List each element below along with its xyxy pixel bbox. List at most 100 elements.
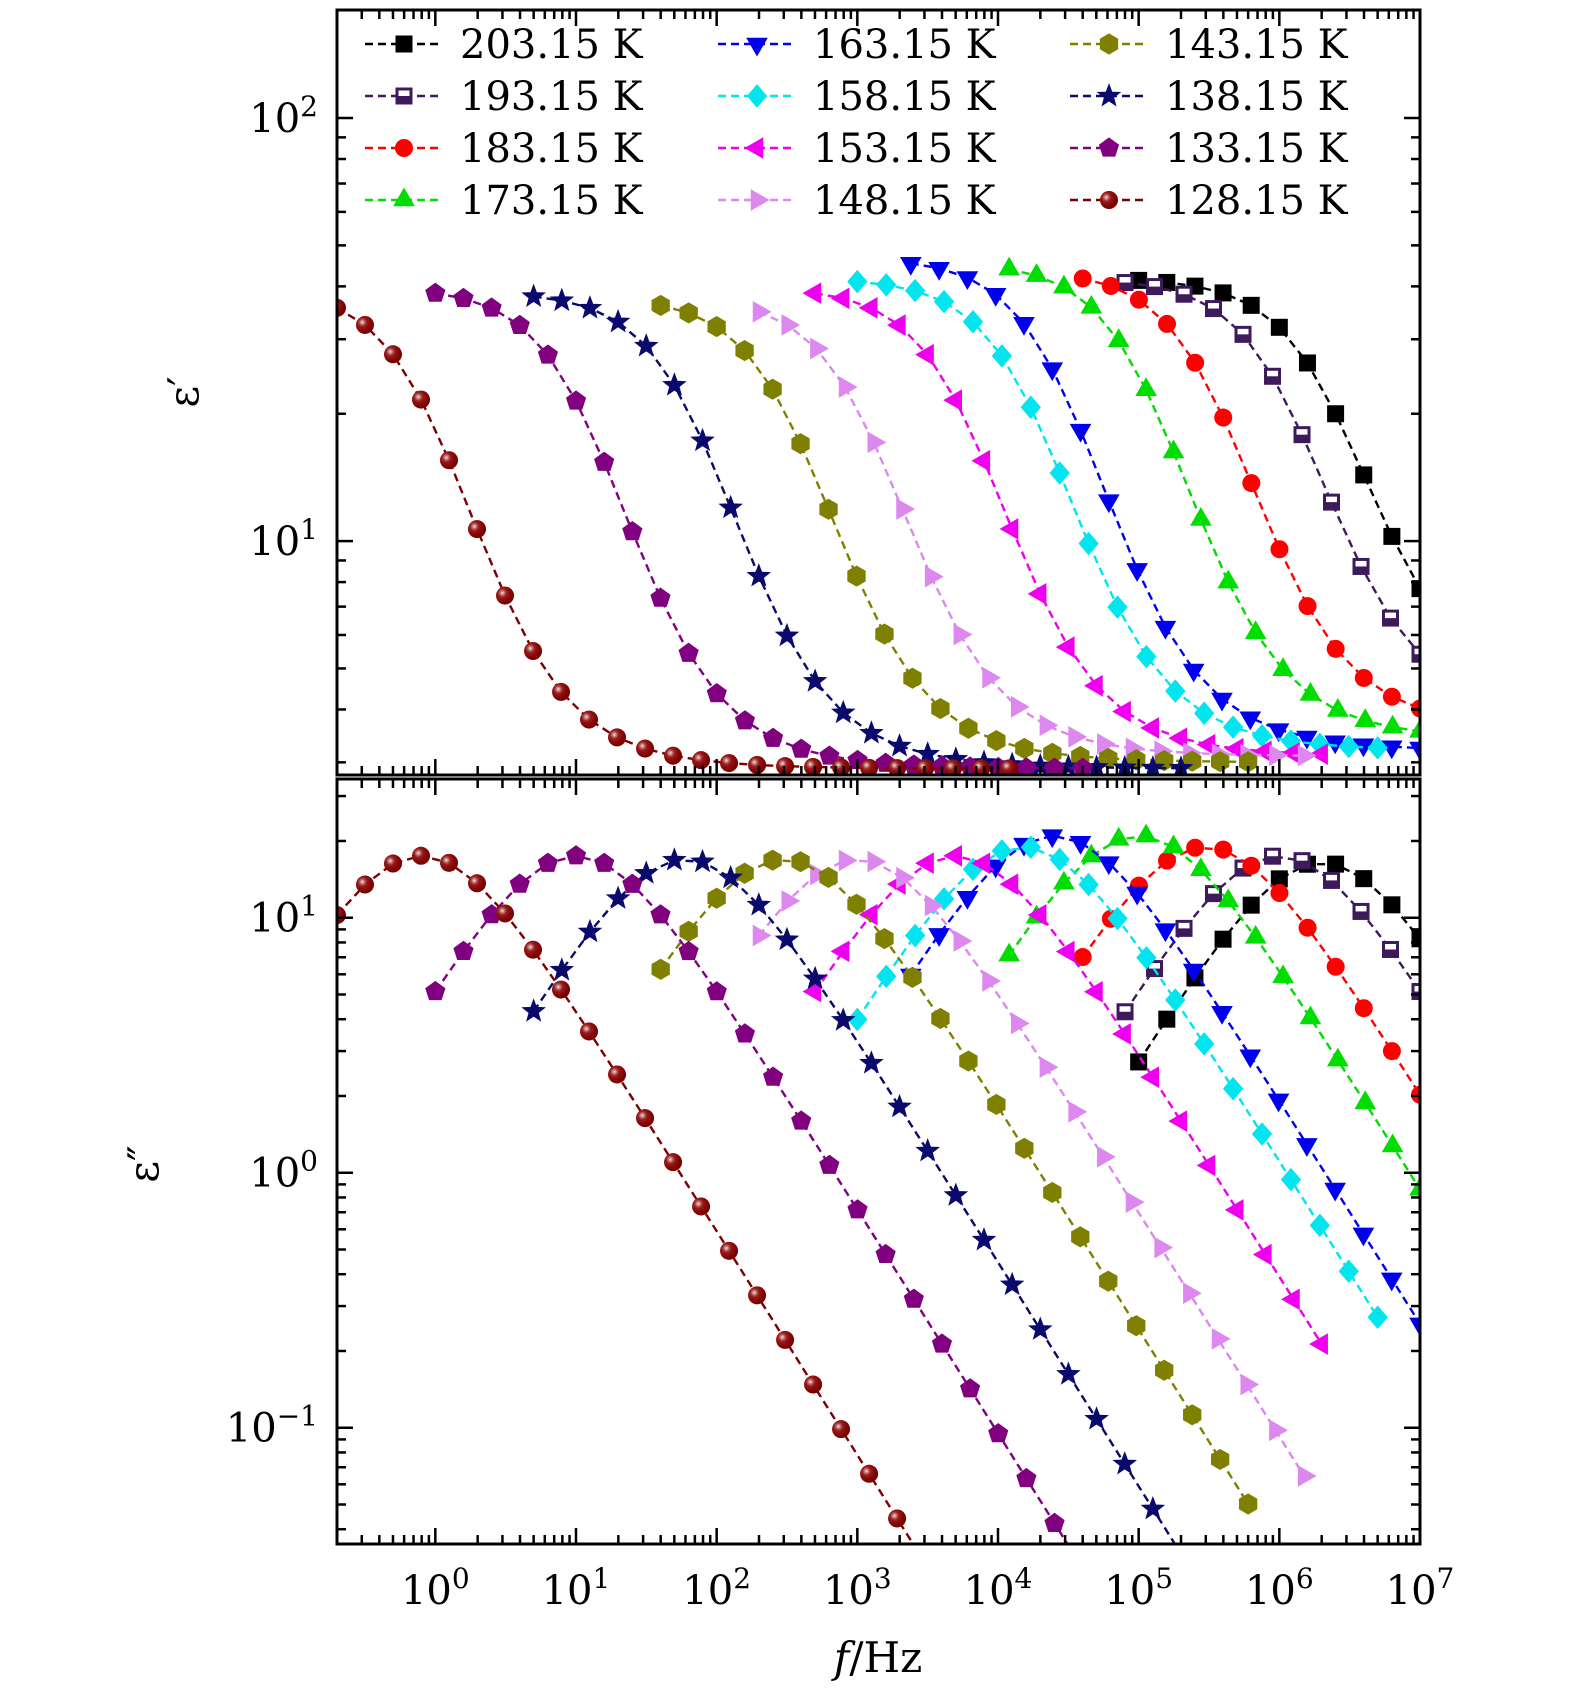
- top-point-8-8: [875, 623, 894, 645]
- top-series-layer: [337, 256, 1420, 775]
- top-line-2: [1082, 277, 1420, 710]
- top-point-5-17: [1338, 734, 1359, 759]
- bottom-point-10-6: [594, 852, 615, 872]
- bottom-point-1-8: [1352, 902, 1370, 920]
- bottom-point-10-20: [988, 1423, 1009, 1443]
- bottom-point-7-4: [867, 850, 887, 873]
- top-point-9-22: [1140, 755, 1166, 775]
- bottom-point-4-15: [1324, 1182, 1346, 1202]
- bottom-point-7-0: [752, 924, 772, 947]
- bottom-point-8-8: [875, 928, 894, 950]
- bottom-point-5-16: [1309, 1213, 1331, 1238]
- top-point-3-0: [998, 256, 1020, 276]
- legend-label-2: 183.15 K: [460, 126, 644, 172]
- top-point-5-11: [1165, 679, 1186, 703]
- bottom-point-8-14: [1043, 1181, 1062, 1204]
- bottom-point-4-10: [1182, 963, 1205, 983]
- top-point-1-10: [1411, 645, 1420, 663]
- top-line-1: [1124, 281, 1420, 655]
- bottom-point-11-1: [356, 875, 375, 894]
- x-tick-label-6: 106: [1245, 1562, 1314, 1614]
- bottom-point-4-13: [1267, 1093, 1290, 1113]
- bottom-point-6-18: [1309, 1333, 1328, 1355]
- bottom-point-9-20: [1084, 1406, 1109, 1430]
- top-point-4-10: [1182, 663, 1205, 683]
- bottom-series-9: [521, 847, 1183, 1544]
- top-point-10-13: [791, 738, 812, 758]
- bottom-point-11-0: [337, 906, 346, 925]
- top-point-6-2: [858, 297, 878, 319]
- bottom-point-6-13: [1168, 1110, 1188, 1132]
- bottom-point-11-15: [748, 1286, 767, 1305]
- top-point-9-4: [633, 333, 659, 357]
- top-point-1-6: [1293, 426, 1311, 444]
- x-tick-label-3: 103: [823, 1562, 892, 1614]
- bottom-point-9-5: [662, 847, 687, 871]
- top-point-0-10: [1411, 580, 1420, 598]
- bottom-point-4-2: [956, 890, 979, 910]
- bottom-line-0: [1137, 862, 1420, 1063]
- bottom-point-8-9: [903, 966, 922, 988]
- legend-marker-9: [1096, 83, 1122, 107]
- top-point-3-10: [1272, 657, 1294, 676]
- bottom-point-0-4: [1242, 896, 1260, 914]
- bottom-point-7-2: [810, 863, 829, 886]
- bottom-point-8-21: [1238, 1493, 1258, 1515]
- top-point-1-4: [1234, 325, 1252, 343]
- bottom-point-7-19: [1297, 1465, 1317, 1487]
- top-point-8-11: [959, 717, 978, 739]
- bottom-point-9-8: [746, 892, 772, 916]
- legend-marker-8: [1099, 33, 1119, 55]
- bottom-y-tick-label-1: 100: [249, 1145, 318, 1197]
- bottom-point-11-24: [1000, 1688, 1018, 1693]
- legend-label-11: 128.15 K: [1165, 178, 1349, 224]
- bottom-point-9-15: [943, 1182, 969, 1206]
- top-point-5-3: [933, 289, 955, 314]
- top-point-9-12: [859, 720, 884, 744]
- bottom-point-1-0: [1116, 1003, 1134, 1021]
- legend-marker-7: [750, 189, 770, 211]
- bottom-point-6-9: [1055, 940, 1075, 963]
- bottom-point-3-13: [1354, 1090, 1377, 1110]
- bottom-point-3-11: [1299, 1005, 1322, 1025]
- bottom-point-8-19: [1183, 1404, 1202, 1426]
- top-point-11-20: [888, 759, 907, 775]
- bottom-point-4-18: [1409, 1317, 1420, 1337]
- bottom-point-5-2: [904, 923, 926, 948]
- bottom-point-9-9: [774, 926, 800, 951]
- bottom-point-9-21: [1112, 1451, 1138, 1475]
- top-point-5-10: [1136, 644, 1157, 669]
- bottom-point-8-13: [1015, 1137, 1034, 1159]
- bottom-point-11-13: [692, 1197, 711, 1216]
- bottom-point-10-0: [425, 980, 446, 1001]
- top-point-1-0: [1116, 274, 1134, 292]
- top-point-5-0: [847, 269, 868, 294]
- bottom-point-9-18: [1027, 1316, 1053, 1340]
- bottom-point-11-12: [664, 1153, 683, 1172]
- top-point-3-3: [1080, 294, 1103, 314]
- bottom-point-5-12: [1194, 1032, 1215, 1056]
- bottom-point-5-13: [1222, 1076, 1244, 1101]
- top-point-10-5: [565, 390, 587, 410]
- top-point-11-14: [720, 754, 739, 773]
- top-point-0-8: [1355, 466, 1373, 484]
- bottom-point-10-1: [453, 940, 474, 960]
- bottom-point-11-10: [608, 1065, 627, 1084]
- x-tick-label-4: 104: [964, 1562, 1033, 1614]
- top-point-11-0: [337, 298, 346, 317]
- x-tick-labels: 100 101 102 103 104 105 106 107: [401, 1562, 1454, 1614]
- bottom-point-11-5: [468, 874, 487, 893]
- legend-entry-5: 158.15 K: [718, 74, 997, 120]
- bottom-point-8-1: [679, 920, 698, 942]
- bottom-point-11-20: [888, 1509, 907, 1528]
- top-point-4-12: [1239, 711, 1262, 731]
- top-point-3-15: [1409, 718, 1420, 738]
- bottom-point-10-16: [875, 1243, 896, 1264]
- bottom-point-0-8: [1355, 870, 1373, 888]
- bottom-point-10-15: [847, 1199, 868, 1219]
- legend-entry-8: 143.15 K: [1070, 22, 1349, 68]
- bottom-point-9-14: [915, 1138, 940, 1162]
- bottom-point-9-6: [690, 848, 715, 873]
- bottom-point-7-8: [982, 970, 1002, 992]
